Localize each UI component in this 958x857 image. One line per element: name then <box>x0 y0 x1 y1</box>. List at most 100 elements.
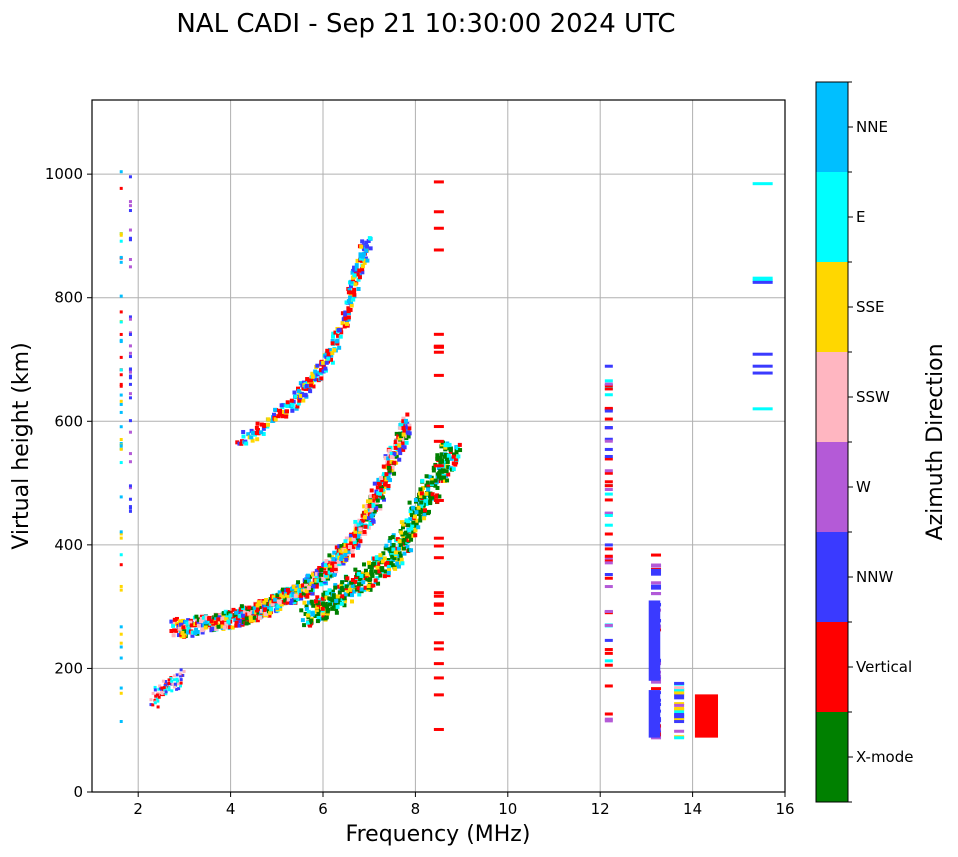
echo-point <box>340 321 345 326</box>
echo-point <box>365 577 370 582</box>
echo-point <box>298 381 303 386</box>
echo-point <box>359 574 364 579</box>
echo-point <box>457 442 462 447</box>
echo-point <box>302 600 307 605</box>
echo-point <box>329 357 334 362</box>
echo-point <box>334 607 339 612</box>
echo-point <box>324 559 329 564</box>
echo-point <box>379 475 384 480</box>
echo-point <box>308 574 313 579</box>
echo-point <box>353 567 358 572</box>
echo-point <box>228 610 233 615</box>
echo-point <box>128 317 132 321</box>
echo-point <box>259 430 264 435</box>
echo-point <box>119 368 123 372</box>
echo-point <box>296 597 301 602</box>
colorbar-tick-label: E <box>856 208 865 226</box>
echo-point <box>347 549 352 554</box>
echo-point <box>302 623 307 628</box>
echo-point <box>651 736 662 740</box>
echo-point <box>257 615 262 620</box>
echo-point <box>392 556 397 561</box>
echo-point <box>336 327 341 332</box>
echo-point <box>298 584 303 589</box>
echo-point <box>233 613 238 618</box>
echo-point <box>604 498 613 502</box>
echo-point <box>344 536 349 541</box>
echo-point <box>604 364 613 368</box>
echo-point <box>313 369 318 374</box>
echo-point <box>409 526 414 531</box>
echo-point <box>389 459 394 464</box>
echo-point <box>314 574 319 579</box>
echo-point <box>456 454 461 459</box>
echo-point <box>357 592 362 597</box>
echo-point <box>307 387 312 392</box>
echo-point <box>402 537 407 542</box>
echo-point <box>162 686 166 690</box>
echo-point <box>316 578 321 583</box>
echo-point <box>604 648 613 652</box>
echo-point <box>259 608 264 613</box>
echo-point <box>216 624 221 629</box>
echo-point <box>353 282 358 287</box>
echo-point <box>172 674 176 678</box>
echo-point <box>444 469 449 474</box>
echo-point <box>226 619 231 624</box>
echo-point <box>203 625 208 630</box>
echo-point <box>119 686 123 690</box>
echo-point <box>674 696 685 700</box>
echo-point <box>128 200 132 204</box>
echo-point <box>310 572 315 577</box>
echo-point <box>153 698 157 702</box>
echo-point <box>128 209 132 213</box>
echo-point <box>344 300 349 305</box>
echo-point <box>170 689 174 693</box>
echo-point <box>433 641 444 645</box>
echo-point <box>261 605 266 610</box>
echo-point <box>285 587 290 592</box>
echo-point <box>433 464 444 468</box>
echo-point <box>378 573 383 578</box>
x-tick-label: 16 <box>775 800 794 818</box>
echo-point <box>303 611 308 616</box>
echo-point <box>320 581 325 586</box>
echo-point <box>306 609 311 614</box>
echo-point <box>164 690 168 694</box>
echo-point <box>398 542 403 547</box>
echo-point <box>352 287 357 292</box>
echo-point <box>177 687 181 691</box>
echo-point <box>363 515 368 520</box>
echo-point <box>353 579 358 584</box>
echo-point <box>352 265 357 270</box>
echo-point <box>362 260 367 265</box>
echo-point <box>267 613 272 618</box>
echo-point <box>284 403 289 408</box>
echo-point <box>186 626 191 631</box>
echo-point <box>354 263 359 268</box>
colorbar-tick-label: X-mode <box>856 748 913 766</box>
echo-point <box>439 452 444 457</box>
echo-point <box>447 442 452 447</box>
echo-point <box>188 620 193 625</box>
echo-point <box>411 510 416 515</box>
echo-point <box>368 587 373 592</box>
echo-point <box>310 374 315 379</box>
echo-point <box>331 334 336 339</box>
echo-point <box>330 341 335 346</box>
echo-point <box>362 529 367 534</box>
echo-point <box>400 525 405 530</box>
echo-point <box>333 583 338 588</box>
echo-point <box>387 547 392 552</box>
echo-point <box>352 290 357 295</box>
echo-point <box>350 553 355 558</box>
echo-point <box>301 591 306 596</box>
echo-point <box>414 510 419 515</box>
echo-point <box>128 204 132 208</box>
echo-point <box>292 600 297 605</box>
echo-point <box>418 487 423 492</box>
echo-point <box>256 610 261 615</box>
echo-point <box>393 566 398 571</box>
echo-point <box>651 687 662 691</box>
echo-point <box>167 688 171 692</box>
